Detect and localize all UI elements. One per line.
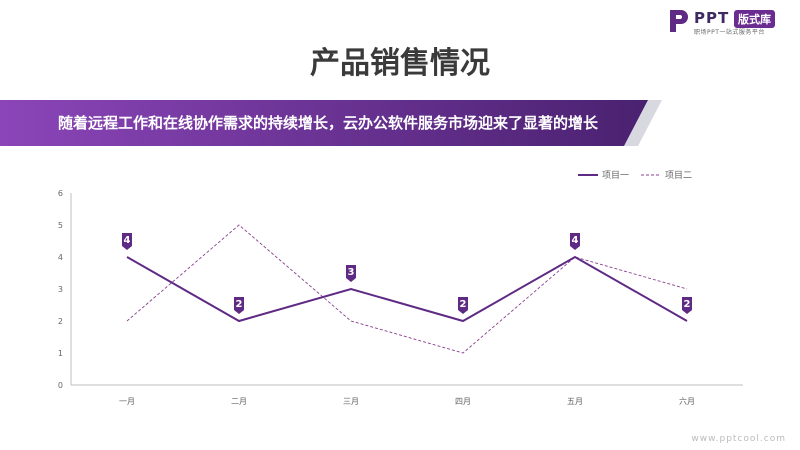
data-label: 3 [348,267,355,278]
line-chart: 0 1 2 3 4 5 6 一月 二月 三月 四月 五月 六月 4 2 3 2 4 2 项目一 项目二 [58,170,743,406]
series-line-2 [126,224,688,354]
data-label-marker [234,297,244,314]
footer-url: www.pptcool.com [691,434,786,444]
logo-tagline: 职场PPT一站式服务平台 [694,29,765,36]
banner-background [0,100,662,146]
banner-stripe [624,100,662,146]
y-tick-label: 0 [58,381,63,390]
data-label: 2 [684,299,691,310]
x-tick-label: 四月 [455,397,471,406]
brand-logo: PPT 版式库 职场PPT一站式服务平台 [668,8,788,36]
data-label-marker [682,297,692,314]
banner-text: 随着远程工作和在线协作需求的持续增长，云办公软件服务市场迎来了显著的增长 [58,114,599,132]
x-tick-label: 六月 [679,396,695,406]
data-label-marker [346,265,356,282]
legend-label-2: 项目二 [665,170,692,181]
x-tick-label: 一月 [119,397,135,406]
data-label: 2 [460,299,467,310]
y-tick-label: 6 [58,189,63,198]
x-tick-label: 三月 [343,397,359,406]
y-tick-label: 2 [58,317,63,326]
page-title: 产品销售情况 [310,46,490,81]
data-label: 2 [236,299,243,310]
y-tick-label: 5 [58,221,63,230]
ppt-logo-icon [670,10,688,32]
logo-badge: 版式库 [734,10,775,28]
logo-brand-text: PPT [694,9,730,27]
series-line-1 [126,255,688,323]
data-label: 4 [124,235,131,246]
data-label-marker [458,297,468,314]
x-tick-label: 二月 [231,397,247,406]
y-tick-label: 4 [58,253,63,262]
x-tick-label: 五月 [567,397,583,406]
y-tick-label: 3 [58,285,63,294]
y-tick-label: 1 [58,349,63,358]
data-label-marker [570,233,580,250]
data-label-marker [122,233,132,250]
legend-label-1: 项目一 [602,170,629,181]
data-label: 4 [572,235,579,246]
